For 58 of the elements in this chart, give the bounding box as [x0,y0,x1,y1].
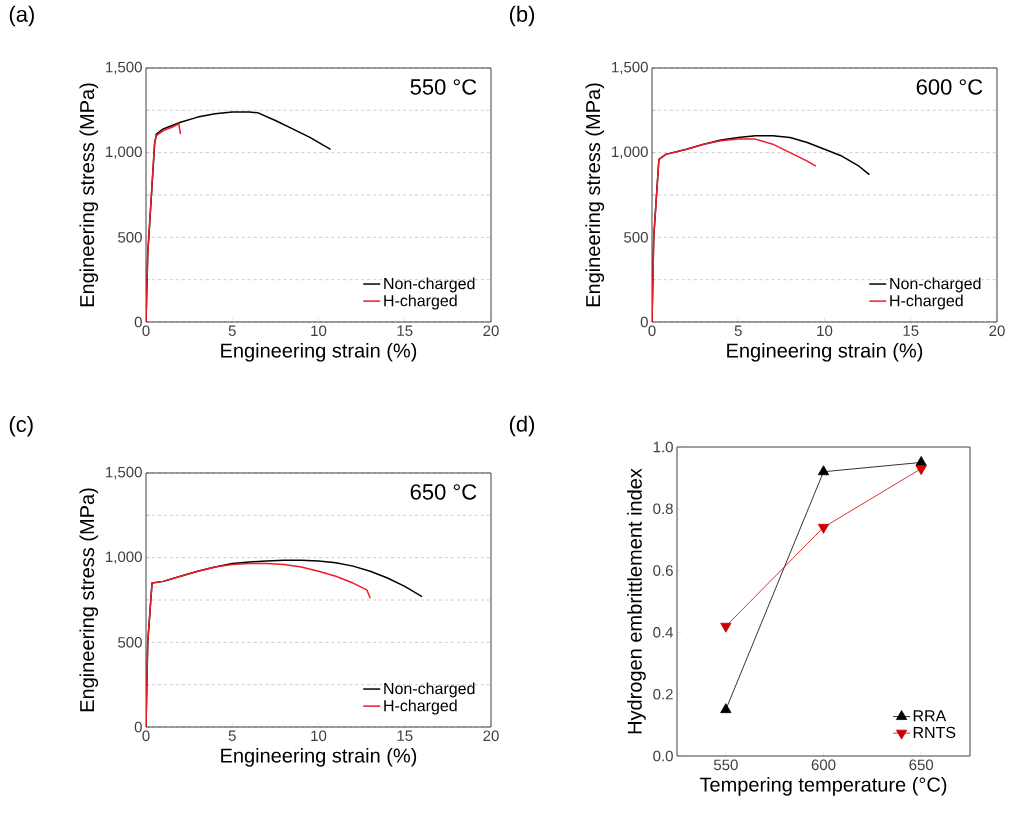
x-tick-label: 10 [311,730,327,742]
y-tick-label: 1.0 [653,441,673,453]
x-tick-label: 10 [311,325,327,337]
x-tick-label: 0 [142,730,150,742]
y-tick-label: 1,000 [106,146,142,159]
x-axis-title: Engineering strain (%) [221,342,417,362]
x-tick-label: 650 [909,759,934,771]
legend-label: Non-charged [384,682,475,698]
y-tick-label: 500 [118,637,142,648]
y-tick-label: 0.8 [653,503,673,515]
chart-title: (b) [509,5,535,27]
y-axis-title: Engineering stress (MPa) [585,83,605,307]
annotation: 550 °C [410,79,477,95]
x-axis-title: Engineering strain (%) [727,342,923,362]
legend-label: Non-charged [384,277,475,293]
y-tick-label: 0.6 [653,565,673,576]
x-tick-label: 550 [713,759,738,771]
y-axis-title: Hydrogen embrittlement index [627,468,646,734]
chart-title: (c) [9,415,33,437]
x-tick-label: 600 [811,759,836,771]
x-tick-label: 5 [228,730,236,741]
y-tick-label: 1,500 [612,61,648,75]
x-tick-label: 20 [483,730,499,742]
y-axis-title: Engineering stress (MPa) [79,83,99,307]
annotation: 650 °C [410,484,477,500]
x-tick-label: 15 [397,730,413,741]
y-tick-label: 0.2 [653,688,673,700]
x-tick-label: 0 [142,325,150,337]
x-tick-label: 20 [989,325,1005,337]
legend-label: Non-charged [890,277,981,293]
legend-label: RNTS [913,726,956,739]
x-axis-title: Engineering strain (%) [221,747,417,767]
x-axis-title: Tempering temperature (°C) [699,776,947,796]
legend-label: H-charged [890,294,963,310]
y-tick-label: 500 [624,232,648,243]
chart-title: (a) [9,5,34,27]
x-tick-label: 20 [483,325,499,337]
y-tick-label: 1,500 [106,466,142,480]
y-tick-label: 0.4 [653,627,674,638]
legend-label: RRA [913,710,947,722]
x-tick-label: 5 [734,325,742,336]
legend-label: H-charged [384,294,457,310]
y-tick-label: 0 [640,316,648,328]
legend-label: H-charged [384,699,457,715]
y-tick-label: 0.0 [653,750,673,762]
y-tick-label: 1,500 [106,61,142,75]
x-tick-label: 15 [903,325,919,336]
y-tick-label: 1,000 [106,551,142,564]
chart-title: (d) [509,415,535,437]
y-tick-label: 500 [118,232,142,243]
x-tick-label: 15 [397,325,413,336]
y-axis-title: Engineering stress (MPa) [79,488,99,712]
y-tick-label: 0 [134,316,142,328]
y-tick-label: 1,000 [612,146,648,159]
x-tick-label: 10 [817,325,833,337]
annotation: 600 °C [916,79,983,95]
y-tick-label: 0 [134,721,142,733]
x-tick-label: 5 [228,325,236,336]
